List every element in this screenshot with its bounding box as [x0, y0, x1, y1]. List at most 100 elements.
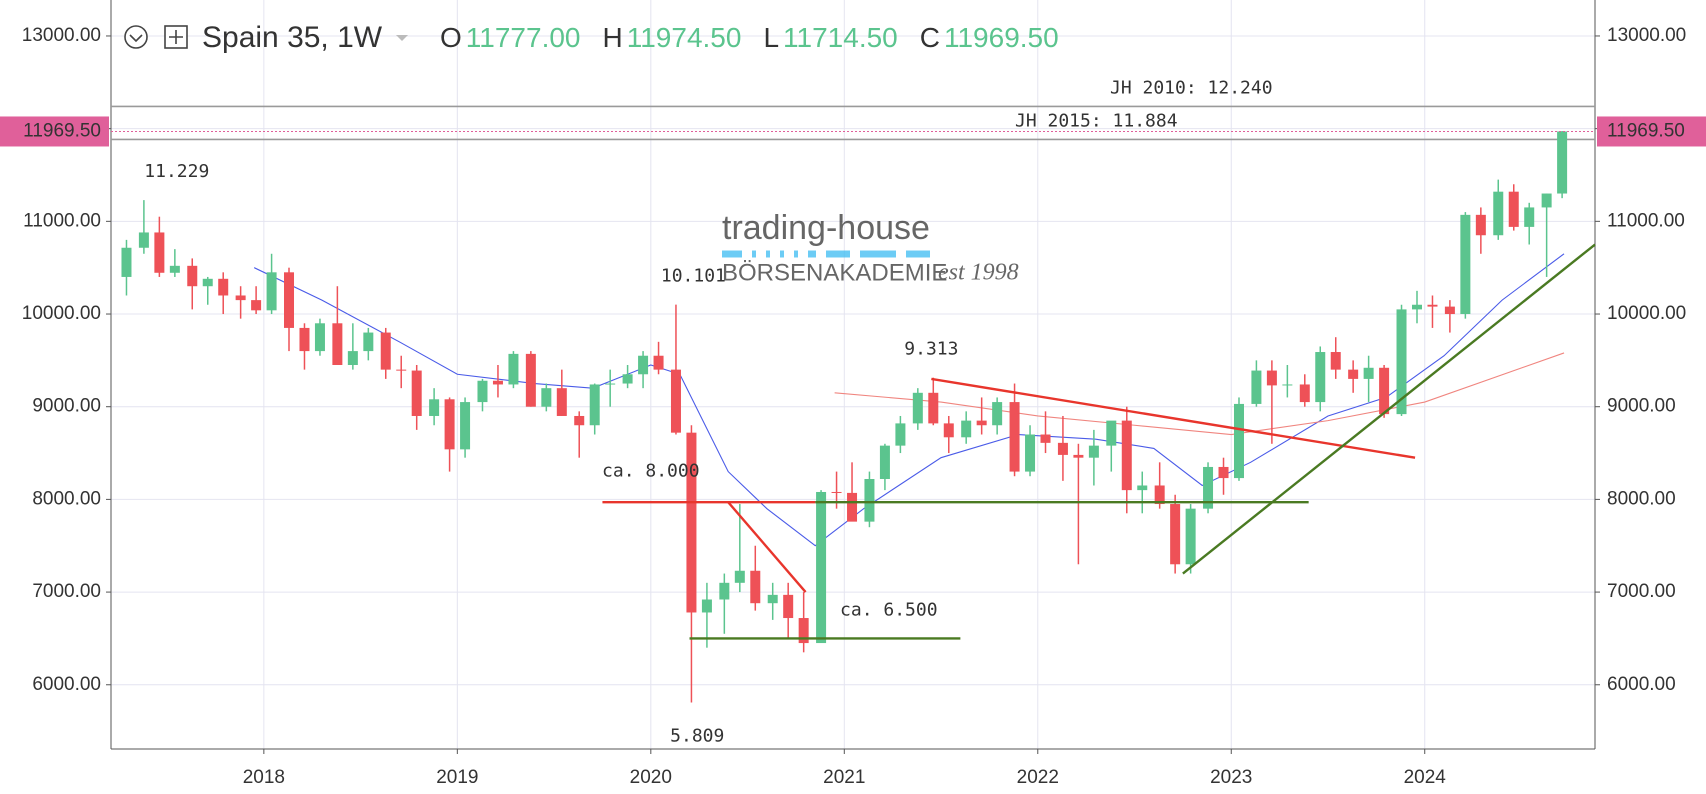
candle-body: [1073, 454, 1084, 458]
candle-body: [1524, 207, 1535, 227]
candle-body: [508, 353, 519, 385]
last-price-label: 11969.50: [1607, 120, 1685, 141]
candle-body: [1088, 445, 1099, 458]
last-price-tag: [0, 116, 109, 147]
candle-body: [1154, 485, 1165, 505]
y2-tick-label: 7000.00: [1607, 581, 1676, 602]
y2-tick-label: 6000.00: [1607, 674, 1676, 695]
candle-body: [798, 618, 809, 644]
x-tick-label: 2023: [1210, 767, 1252, 788]
y2-tick-label: 13000.00: [1607, 25, 1686, 46]
y-tick-label: 10000.00: [22, 303, 101, 324]
ohlc-key: L: [763, 22, 779, 53]
ohlc-key: C: [920, 22, 940, 53]
y-tick-label: 11000.00: [23, 210, 101, 231]
ohlc-key: H: [603, 22, 623, 53]
candle-body: [1330, 352, 1341, 370]
candle-body: [332, 323, 343, 365]
marks: [111, 105, 1595, 703]
ohlc-key: O: [440, 22, 462, 53]
candle-body: [347, 351, 358, 365]
candle-body: [750, 570, 761, 604]
overlay: JH 2010: 12.240 JH 2015: 11.884 11.229 10.1…: [0, 77, 1706, 746]
y-tick-label: 9000.00: [32, 396, 101, 417]
trendline: [1182, 243, 1596, 575]
candle-body: [1218, 466, 1229, 479]
candle-body: [1266, 370, 1277, 386]
candle-body: [1508, 191, 1519, 227]
candle-body: [541, 388, 552, 407]
candle-body: [1057, 442, 1068, 455]
candle-body: [1444, 306, 1455, 315]
symbol[interactable]: Spain 35, 1W: [202, 21, 383, 54]
candle-body: [284, 272, 295, 328]
annotation: 11.229: [144, 161, 209, 182]
last-price-label: 11969.50: [23, 120, 101, 141]
y2-tick-label: 9000.00: [1607, 396, 1676, 417]
candle-body: [864, 479, 875, 522]
x-tick-label: 2020: [630, 767, 672, 788]
candle-body: [686, 432, 697, 613]
candle-body: [719, 582, 730, 600]
watermark-academy: BÖRSENAKADEMIE: [722, 259, 947, 286]
level-label: JH 2015: 11.884: [1015, 110, 1178, 131]
candle-body: [622, 374, 633, 384]
x-tick-label: 2018: [243, 767, 285, 788]
x-tick-label: 2024: [1404, 767, 1447, 788]
candle-body: [1203, 466, 1214, 509]
symbol-dropdown[interactable]: [396, 35, 408, 41]
candle-body: [816, 491, 827, 644]
candle-body: [202, 278, 213, 287]
candle-body: [1379, 367, 1390, 415]
y-tick-label: 13000.00: [22, 25, 101, 46]
candle-body: [1427, 304, 1438, 307]
trendline: [931, 377, 1416, 459]
annotation: ca. 6.500: [840, 599, 938, 620]
y2-tick-label: 11000.00: [1607, 210, 1685, 231]
candle-body: [1348, 369, 1359, 379]
candle-body: [847, 492, 858, 522]
last-price-tag: [1597, 116, 1706, 147]
candle-body: [251, 300, 262, 311]
candle-body: [961, 420, 972, 438]
annotation: ca. 8.000: [602, 460, 700, 481]
candle-body: [1040, 434, 1051, 443]
candle-body: [1025, 434, 1036, 472]
candle-body: [169, 265, 180, 273]
candle-body: [154, 232, 165, 273]
candle-body: [605, 383, 616, 385]
candle-body: [1009, 402, 1020, 472]
candle-body: [138, 232, 149, 248]
candle-body: [912, 392, 923, 424]
y-tick-label: 6000.00: [32, 674, 101, 695]
trendline: [727, 501, 807, 593]
level-label: JH 2010: 12.240: [1110, 77, 1273, 98]
candle-body: [1137, 485, 1148, 491]
candle-body: [734, 570, 745, 583]
x-tick-label: 2022: [1017, 767, 1059, 788]
candle-body: [653, 355, 664, 370]
candle-body: [992, 402, 1003, 426]
watermark-brand: trading-house: [722, 209, 930, 247]
candle-body: [589, 384, 600, 426]
candle-body: [1557, 131, 1568, 194]
candle-body: [363, 332, 374, 352]
candle-body: [525, 353, 536, 407]
candle-body: [1411, 304, 1422, 310]
candle-body: [831, 491, 842, 493]
candle-body: [235, 295, 246, 301]
candle-body: [492, 380, 503, 385]
candle-body: [1493, 191, 1504, 236]
y2-tick-label: 10000.00: [1607, 303, 1686, 324]
candle-body: [380, 332, 391, 370]
ohlc-value: 11714.50: [783, 22, 898, 53]
candle-body: [976, 420, 987, 426]
candle-body: [1541, 193, 1552, 208]
collapse-icon[interactable]: [124, 25, 148, 49]
annotation: 9.313: [904, 339, 958, 360]
candle-body: [783, 594, 794, 619]
annotation: 10.101: [661, 266, 726, 287]
ohlc-readout: O 11777.00 H 11974.50 L 11714.50 C 11969.50: [440, 22, 1059, 53]
candle-body: [1121, 420, 1132, 491]
